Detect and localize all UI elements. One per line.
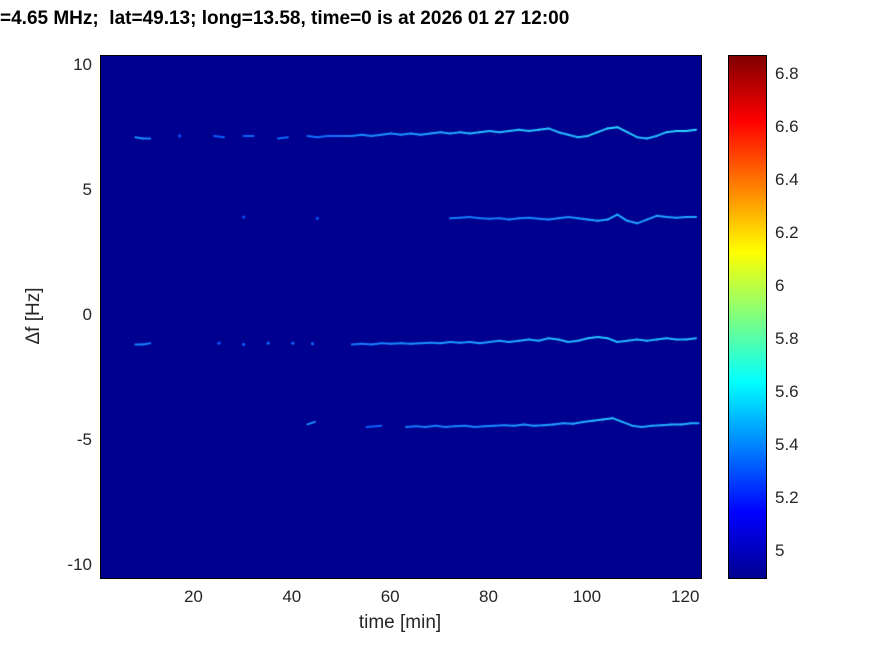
x-tick-label: 60: [380, 587, 400, 606]
heatmap-plot-area: [100, 55, 702, 579]
y-tick-label: 0: [82, 304, 92, 324]
x-axis-label: time [min]: [358, 612, 442, 633]
cb-tick-label: 6.2: [775, 222, 799, 242]
x-tick-label: 40: [282, 587, 302, 606]
cb-tick-label: 5.6: [775, 381, 799, 401]
cb-tick-label: 5: [775, 540, 785, 560]
cb-tick-label: 5.4: [775, 434, 799, 454]
y-tick-label: -10: [67, 554, 92, 574]
x-tick-label: 100: [572, 587, 602, 606]
colorbar: [728, 55, 767, 579]
chart-title: =4.65 MHz; lat=49.13; long=13.58, time=0…: [0, 8, 570, 29]
x-tick-label: 120: [671, 587, 700, 606]
cb-tick-label: 6: [775, 275, 785, 295]
y-tick-label: -5: [76, 429, 92, 449]
x-tick-label: 80: [479, 587, 498, 606]
cb-tick-label: 5.2: [775, 487, 799, 507]
cb-tick-label: 5.8: [775, 328, 799, 348]
cb-tick-label: 6.6: [775, 116, 799, 136]
cb-tick-label: 6.8: [775, 63, 799, 83]
y-tick-label: 10: [73, 54, 92, 74]
x-tick-label: 20: [183, 587, 203, 606]
y-tick-label: 5: [82, 179, 92, 199]
cb-tick-label: 6.4: [775, 169, 799, 189]
